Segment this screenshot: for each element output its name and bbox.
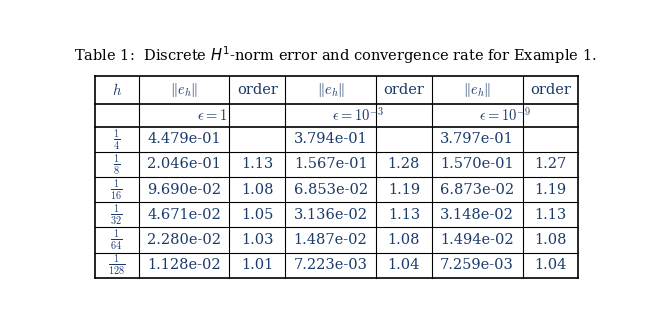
Text: $\frac{1}{16}$: $\frac{1}{16}$: [111, 177, 122, 202]
Text: 7.259e-03: 7.259e-03: [440, 258, 514, 272]
Text: $\|e_h\|$: $\|e_h\|$: [170, 81, 198, 99]
Text: order: order: [237, 83, 278, 97]
Text: 9.690e-02: 9.690e-02: [147, 183, 221, 197]
Text: $\|e_h\|$: $\|e_h\|$: [463, 81, 491, 99]
Text: Table 1:  Discrete $H^1$-norm error and convergence rate for Example 1.: Table 1: Discrete $H^1$-norm error and c…: [74, 44, 597, 66]
Text: $\epsilon = 10^{-3}$: $\epsilon = 10^{-3}$: [332, 106, 384, 124]
Text: 1.27: 1.27: [534, 158, 567, 172]
Text: 3.136e-02: 3.136e-02: [293, 208, 367, 222]
Text: 1.03: 1.03: [241, 233, 274, 247]
Text: 1.13: 1.13: [241, 158, 273, 172]
Text: order: order: [383, 83, 424, 97]
Text: 1.570e-01: 1.570e-01: [440, 158, 514, 172]
Text: $\epsilon = 10^{-9}$: $\epsilon = 10^{-9}$: [479, 106, 531, 124]
Text: 6.873e-02: 6.873e-02: [440, 183, 514, 197]
Text: 1.19: 1.19: [388, 183, 420, 197]
Text: 2.046e-01: 2.046e-01: [147, 158, 221, 172]
Text: 4.479e-01: 4.479e-01: [147, 132, 221, 146]
Text: 1.04: 1.04: [388, 258, 420, 272]
Text: 3.797e-01: 3.797e-01: [440, 132, 514, 146]
Text: 3.794e-01: 3.794e-01: [293, 132, 367, 146]
Text: $\|e_h\|$: $\|e_h\|$: [316, 81, 345, 99]
Text: 1.28: 1.28: [388, 158, 420, 172]
Text: $\frac{1}{4}$: $\frac{1}{4}$: [113, 127, 120, 152]
Text: 1.13: 1.13: [534, 208, 567, 222]
Text: 1.487e-02: 1.487e-02: [293, 233, 367, 247]
Text: 1.04: 1.04: [534, 258, 567, 272]
Text: $\frac{1}{128}$: $\frac{1}{128}$: [108, 253, 125, 278]
Text: 4.671e-02: 4.671e-02: [147, 208, 221, 222]
Text: 1.05: 1.05: [241, 208, 274, 222]
Text: 7.223e-03: 7.223e-03: [293, 258, 367, 272]
Text: $h$: $h$: [111, 82, 122, 98]
Text: $\epsilon = 1$: $\epsilon = 1$: [196, 108, 227, 122]
Text: 3.148e-02: 3.148e-02: [440, 208, 514, 222]
Text: $\frac{1}{8}$: $\frac{1}{8}$: [113, 152, 120, 177]
Text: 2.280e-02: 2.280e-02: [147, 233, 221, 247]
Text: 1.567e-01: 1.567e-01: [294, 158, 367, 172]
Text: order: order: [530, 83, 571, 97]
Text: 1.08: 1.08: [388, 233, 420, 247]
Text: $\frac{1}{64}$: $\frac{1}{64}$: [111, 228, 122, 252]
Text: 1.08: 1.08: [241, 183, 274, 197]
Text: 1.494e-02: 1.494e-02: [440, 233, 514, 247]
Text: 1.01: 1.01: [241, 258, 273, 272]
Text: 6.853e-02: 6.853e-02: [293, 183, 367, 197]
Text: 1.19: 1.19: [534, 183, 567, 197]
Text: 1.13: 1.13: [388, 208, 420, 222]
Text: $\frac{1}{32}$: $\frac{1}{32}$: [111, 203, 122, 227]
Text: 1.128e-02: 1.128e-02: [147, 258, 221, 272]
Text: 1.08: 1.08: [534, 233, 567, 247]
